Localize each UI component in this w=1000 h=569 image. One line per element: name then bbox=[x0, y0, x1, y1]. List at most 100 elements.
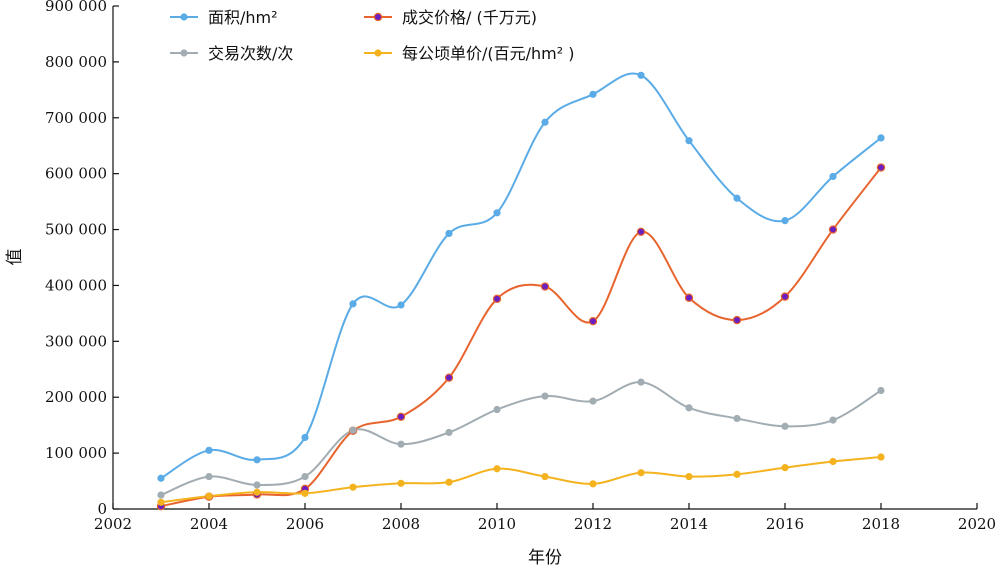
data-point bbox=[157, 491, 165, 499]
data-point bbox=[589, 397, 597, 405]
data-point bbox=[492, 294, 502, 304]
x-tick-label: 2020 bbox=[958, 515, 996, 533]
data-point bbox=[685, 137, 693, 145]
legend: 面积/hm² 成交价格/ (千万元) 交易次数/次 每公顷单价/(百元/hm² ) bbox=[170, 8, 575, 63]
data-point bbox=[445, 229, 453, 238]
data-point bbox=[444, 373, 454, 382]
legend-label: 交易次数/次 bbox=[208, 44, 293, 63]
x-tick-label: 2010 bbox=[478, 515, 516, 533]
legend-item: 成交价格/ (千万元) bbox=[364, 8, 537, 27]
data-point bbox=[445, 478, 453, 486]
y-tick-label: 100 000 bbox=[45, 444, 107, 462]
data-point bbox=[205, 446, 213, 454]
y-tick-label: 500 000 bbox=[45, 221, 107, 239]
data-point bbox=[205, 472, 213, 481]
x-tick-label: 2006 bbox=[286, 515, 324, 533]
x-tick-label: 2018 bbox=[862, 515, 900, 533]
data-point bbox=[253, 481, 261, 489]
chart-axes bbox=[112, 6, 977, 510]
data-point bbox=[684, 293, 694, 302]
y-tick-label: 400 000 bbox=[45, 276, 107, 294]
legend-item: 每公顷单价/(百元/hm² ) bbox=[364, 44, 575, 63]
data-point bbox=[541, 392, 549, 400]
data-point bbox=[493, 465, 501, 473]
data-point bbox=[301, 472, 309, 481]
legend-marker bbox=[180, 49, 188, 57]
data-point bbox=[829, 457, 837, 466]
data-point bbox=[445, 428, 453, 437]
data-point bbox=[733, 194, 741, 202]
x-tick-label: 2002 bbox=[94, 515, 132, 533]
data-point bbox=[781, 464, 789, 472]
legend-marker bbox=[180, 13, 188, 21]
data-point bbox=[253, 456, 261, 464]
data-point bbox=[685, 404, 693, 412]
x-axis-ticks: 2002 2004 2006 2008 2010 2012 2014 2016 2018 2020 bbox=[94, 503, 996, 533]
data-point bbox=[397, 479, 405, 487]
legend-item: 交易次数/次 bbox=[170, 44, 293, 63]
data-point bbox=[732, 315, 742, 325]
data-point bbox=[637, 469, 645, 477]
x-axis-title: 年份 bbox=[528, 548, 562, 568]
data-point bbox=[780, 292, 790, 301]
data-point bbox=[781, 422, 789, 430]
y-axis-ticks: 0 100 000 200 000 300 000 400 000 500 000 600 … bbox=[45, 0, 119, 518]
series-line-1 bbox=[160, 166, 882, 508]
data-point bbox=[828, 225, 838, 234]
data-point bbox=[541, 472, 549, 481]
legend-label: 每公顷单价/(百元/hm² ) bbox=[402, 44, 575, 63]
y-tick-label: 600 000 bbox=[45, 165, 107, 183]
series-line-2 bbox=[160, 381, 882, 496]
data-point bbox=[253, 488, 261, 496]
y-tick-label: 900 000 bbox=[45, 0, 107, 15]
series-line-3 bbox=[160, 456, 882, 504]
data-point bbox=[781, 217, 789, 225]
data-point bbox=[829, 416, 837, 424]
data-point bbox=[397, 301, 405, 309]
y-tick-label: 700 000 bbox=[45, 109, 107, 127]
legend-item: 面积/hm² bbox=[170, 8, 278, 27]
y-tick-label: 800 000 bbox=[45, 53, 107, 71]
data-point bbox=[685, 472, 693, 481]
data-point bbox=[349, 300, 357, 308]
data-point bbox=[636, 227, 646, 236]
data-point bbox=[205, 492, 213, 500]
legend-marker bbox=[373, 12, 383, 22]
x-tick-label: 2012 bbox=[574, 515, 612, 533]
data-point bbox=[589, 480, 597, 488]
data-point bbox=[540, 282, 550, 291]
data-point bbox=[829, 172, 837, 181]
data-point bbox=[301, 489, 309, 497]
data-point bbox=[349, 426, 357, 434]
data-point bbox=[157, 474, 165, 482]
data-point bbox=[877, 453, 885, 461]
data-point bbox=[493, 405, 501, 414]
data-point bbox=[541, 118, 549, 126]
x-tick-label: 2004 bbox=[190, 515, 228, 533]
y-tick-label: 300 000 bbox=[45, 332, 107, 350]
data-point bbox=[301, 433, 309, 442]
x-tick-label: 2016 bbox=[766, 515, 804, 533]
series-markers bbox=[156, 71, 886, 511]
legend-label: 面积/hm² bbox=[208, 8, 278, 27]
legend-label: 成交价格/ (千万元) bbox=[402, 8, 537, 27]
legend-marker bbox=[374, 49, 382, 57]
data-point bbox=[588, 317, 598, 326]
y-tick-label: 0 bbox=[97, 500, 107, 518]
data-point bbox=[733, 414, 741, 423]
x-tick-label: 2008 bbox=[382, 515, 420, 533]
data-point bbox=[637, 71, 645, 79]
y-tick-label: 200 000 bbox=[45, 388, 107, 406]
data-point bbox=[349, 483, 357, 491]
data-point bbox=[397, 440, 405, 448]
series-lines bbox=[160, 72, 882, 508]
data-point bbox=[493, 209, 501, 217]
data-point bbox=[733, 470, 741, 478]
series-line-0 bbox=[160, 72, 882, 480]
data-point bbox=[589, 90, 597, 98]
data-point bbox=[876, 163, 886, 172]
data-point bbox=[637, 378, 645, 386]
data-point bbox=[877, 134, 885, 142]
data-point bbox=[396, 412, 406, 421]
